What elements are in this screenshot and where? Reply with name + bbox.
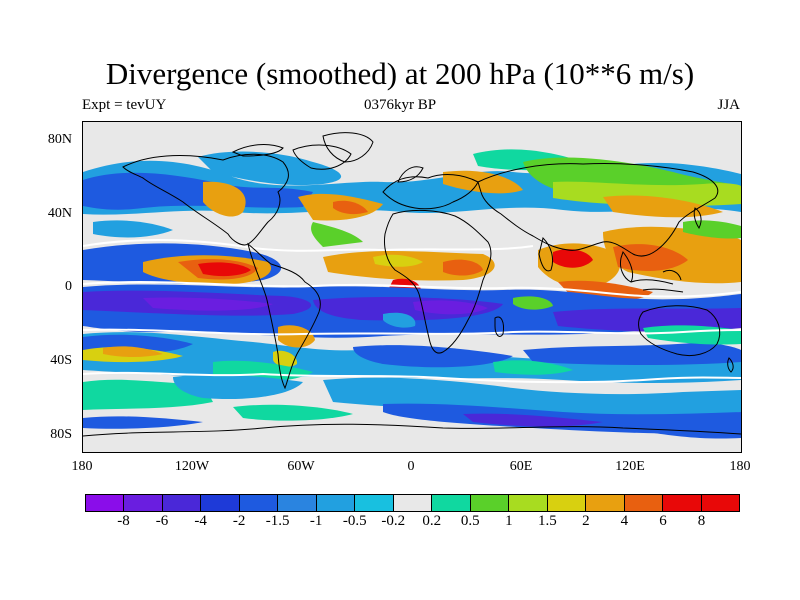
colorbar-box (86, 495, 125, 511)
lat-label-80n: 80N (47, 132, 72, 147)
zero-contours (83, 239, 741, 384)
map-svg (83, 122, 741, 452)
colorbar-box (316, 495, 356, 511)
experiment-label: Expt = tevUY (82, 97, 167, 113)
colorbar-label: -4 (194, 513, 207, 529)
colorbar-box (547, 495, 587, 511)
colorbar-box (663, 495, 702, 511)
colorbar-box (432, 495, 471, 511)
lon-label-180w: 180 (71, 459, 93, 474)
equatorial-negative (83, 284, 741, 338)
south-bands (83, 325, 741, 383)
colorbar-box (239, 495, 279, 511)
colorbar-label: -1 (309, 513, 323, 529)
colorbar-label: 8 (697, 513, 706, 529)
lon-label-120e: 120E (615, 459, 645, 474)
lon-label-60e: 60E (509, 459, 533, 474)
colorbar-box (624, 495, 664, 511)
colorbar-label: -0.2 (381, 513, 406, 529)
time-label: 0376kyr BP (363, 97, 437, 113)
colorbar-label: -2 (232, 513, 246, 529)
lon-label-120w: 120W (174, 459, 210, 474)
lon-label-180e: 180 (729, 459, 751, 474)
lon-label-60w: 60W (287, 459, 315, 474)
colorbar-box (124, 495, 163, 511)
lat-label-0: 0 (65, 279, 72, 294)
colorbar-label: 1 (505, 513, 513, 529)
colorbar-label: 6 (659, 513, 667, 529)
colorbar-box (393, 495, 433, 511)
colorbar-label: -0.5 (342, 513, 367, 529)
colorbar-label: 2 (582, 513, 590, 529)
colorbar-box (278, 495, 317, 511)
colorbar-box (701, 495, 739, 511)
colorbar-box (509, 495, 548, 511)
coastlines (83, 132, 741, 437)
colorbar-label: 0.2 (422, 513, 442, 529)
lon-label-0: 0 (407, 459, 415, 474)
season-label: JJA (717, 97, 740, 113)
colorbar-label: -1.5 (265, 513, 290, 529)
lat-label-40n: 40N (47, 206, 72, 221)
colorbar-box (586, 495, 625, 511)
colorbar-label: 1.5 (537, 513, 557, 529)
colorbar-box (201, 495, 240, 511)
colorbar-box (355, 495, 394, 511)
colorbar-label: -8 (117, 513, 130, 529)
colorbar-label: 4 (620, 513, 629, 529)
lat-label-80s: 80S (50, 427, 72, 442)
lat-label-40s: 40S (50, 353, 72, 368)
divergence-map (82, 121, 742, 453)
colorbar-label: -6 (155, 513, 169, 529)
colorbar-box (162, 495, 202, 511)
plot-title: Divergence (smoothed) at 200 hPa (10**6 … (105, 56, 695, 91)
colorbar (85, 494, 740, 512)
colorbar-label: 0.5 (460, 513, 480, 529)
southern-ocean (83, 374, 741, 439)
colorbar-box (470, 495, 510, 511)
